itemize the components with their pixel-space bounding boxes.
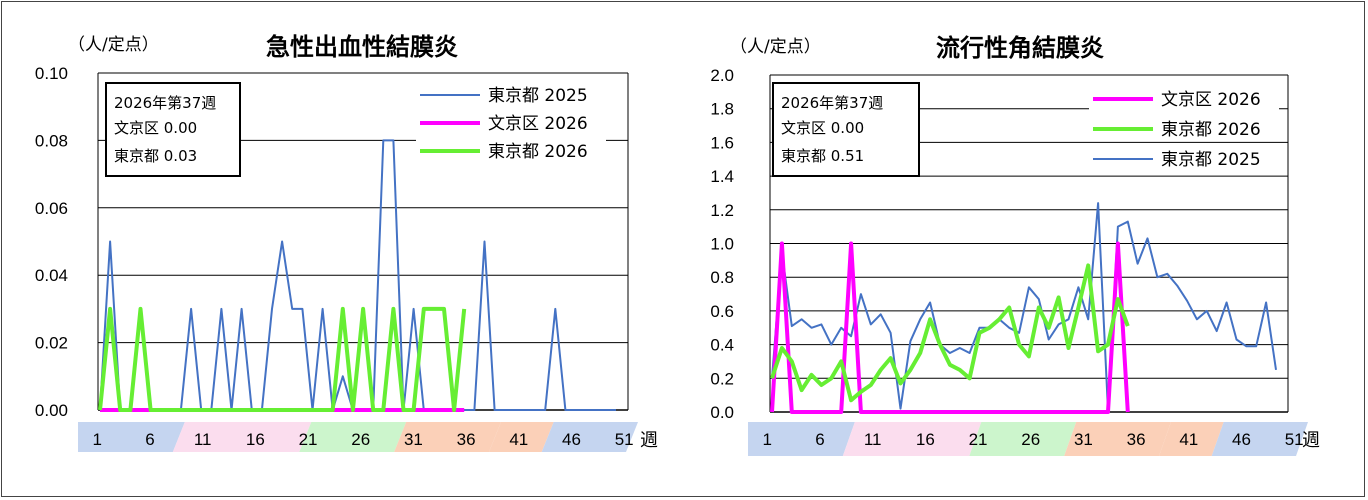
x-tick-label: 16 xyxy=(916,430,935,449)
info-box-text: 文京区 0.00 xyxy=(114,119,197,137)
y-tick-label: 1.2 xyxy=(710,201,734,220)
x-tick-label: 31 xyxy=(1074,430,1093,449)
x-axis-label: 週 xyxy=(640,430,658,451)
info-box-text: 2026年第37週 xyxy=(114,94,216,112)
season-band xyxy=(748,422,855,456)
x-tick-label: 11 xyxy=(864,430,882,449)
info-box xyxy=(772,82,920,177)
season-band xyxy=(842,422,982,456)
season-band xyxy=(394,422,501,452)
info-box-text: 2026年第37週 xyxy=(781,94,883,112)
x-tick-label: 21 xyxy=(299,430,318,449)
x-tick-label: 46 xyxy=(562,430,581,449)
x-axis-label: 週 xyxy=(1302,430,1320,451)
unit-label: （人/定点） xyxy=(68,35,159,55)
season-band xyxy=(78,422,185,452)
x-tick-label: 11 xyxy=(194,430,212,449)
y-tick-label: 0.06 xyxy=(35,199,68,218)
y-tick-label: 0.2 xyxy=(710,369,734,388)
x-tick-label: 6 xyxy=(815,430,824,449)
x-tick-label: 36 xyxy=(457,430,476,449)
legend-label: 東京都 2026 xyxy=(488,142,588,162)
y-tick-label: 1.8 xyxy=(710,100,734,119)
x-tick-label: 31 xyxy=(404,430,423,449)
y-tick-label: 0.04 xyxy=(35,266,68,285)
legend-label: 東京都 2025 xyxy=(488,86,588,106)
legend-label: 文京区 2026 xyxy=(1161,90,1261,110)
series-line xyxy=(770,241,1130,414)
info-box-text: 東京都 0.03 xyxy=(114,147,197,165)
y-tick-label: 0.08 xyxy=(35,131,68,150)
y-tick-label: 0.02 xyxy=(35,334,68,353)
legend-label: 東京都 2025 xyxy=(1161,150,1261,170)
y-tick-label: 0.4 xyxy=(710,336,734,355)
x-tick-label: 21 xyxy=(969,430,988,449)
legend-label: 文京区 2026 xyxy=(488,114,588,134)
unit-label: （人/定点） xyxy=(730,37,821,57)
series-line xyxy=(770,263,1130,403)
x-tick-label: 36 xyxy=(1127,430,1146,449)
y-tick-label: 1.6 xyxy=(710,133,734,152)
x-tick-label: 26 xyxy=(1021,430,1040,449)
x-tick-label: 41 xyxy=(509,430,528,449)
x-tick-label: 51 xyxy=(615,430,634,449)
season-band xyxy=(299,422,407,452)
season-band xyxy=(1064,422,1171,456)
season-band xyxy=(969,422,1077,456)
info-box-text: 東京都 0.51 xyxy=(781,147,864,165)
season-band xyxy=(1159,422,1224,456)
y-tick-label: 0.0 xyxy=(710,403,734,422)
season-band xyxy=(172,422,312,452)
series-line xyxy=(98,306,467,412)
season-band xyxy=(1211,422,1308,456)
x-tick-label: 26 xyxy=(351,430,370,449)
x-tick-label: 41 xyxy=(1179,430,1198,449)
y-tick-label: 0.00 xyxy=(35,401,68,420)
chart-title: 流行性角結膜炎 xyxy=(936,34,1104,62)
y-tick-label: 1.0 xyxy=(710,235,734,254)
info-box xyxy=(105,82,241,177)
y-tick-label: 0.8 xyxy=(710,268,734,287)
info-box-text: 文京区 0.00 xyxy=(781,119,864,137)
y-tick-label: 2.0 xyxy=(710,66,734,85)
season-band xyxy=(489,422,554,452)
chart-title: 急性出血性結膜炎 xyxy=(266,33,458,61)
x-tick-label: 6 xyxy=(145,430,154,449)
x-tick-label: 16 xyxy=(246,430,265,449)
x-tick-label: 1 xyxy=(763,430,772,449)
y-tick-label: 0.6 xyxy=(710,302,734,321)
legend-label: 東京都 2026 xyxy=(1161,120,1261,140)
season-band xyxy=(541,422,638,452)
y-tick-label: 0.10 xyxy=(35,64,68,83)
x-tick-label: 1 xyxy=(93,430,102,449)
x-tick-label: 51 xyxy=(1285,430,1304,449)
x-tick-label: 46 xyxy=(1232,430,1251,449)
y-tick-label: 1.4 xyxy=(710,167,734,186)
